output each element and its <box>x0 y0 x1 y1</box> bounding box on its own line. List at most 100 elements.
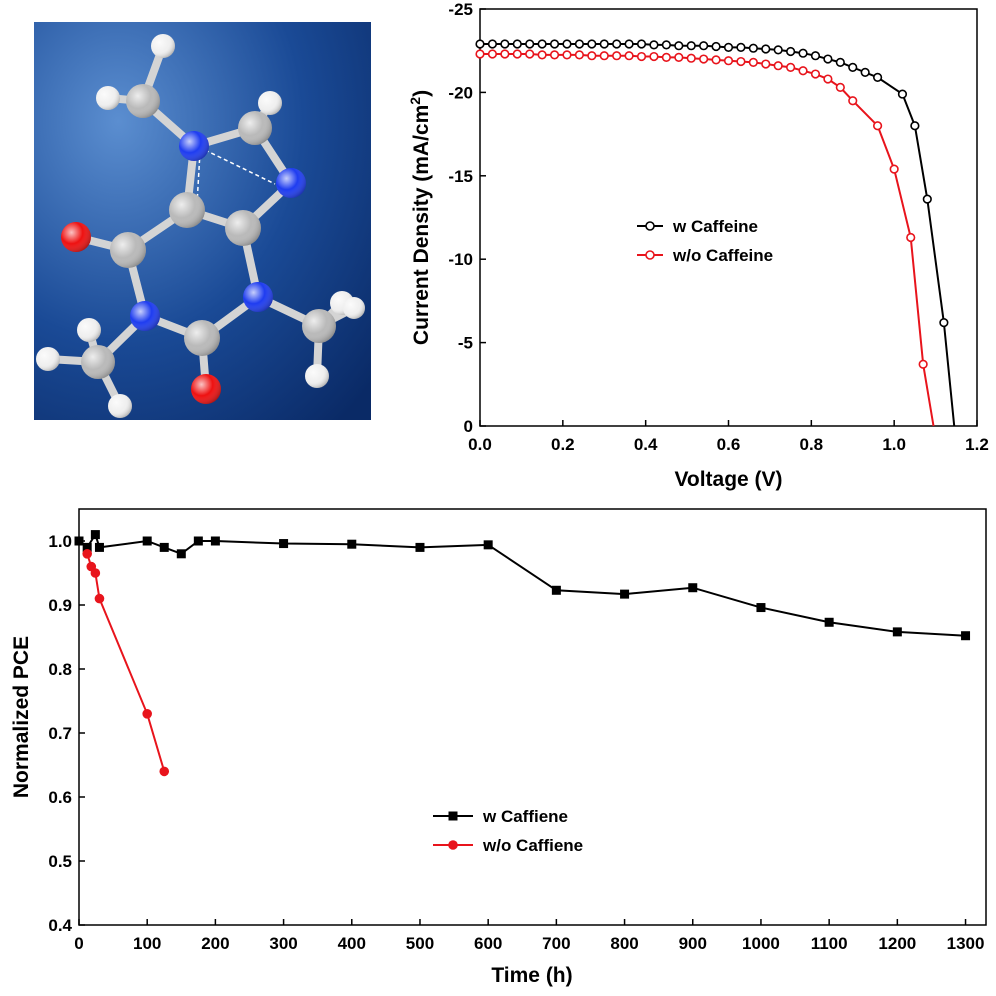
data-point <box>82 542 92 552</box>
data-point <box>674 41 684 51</box>
x-tick-label: 0.0 <box>468 435 492 454</box>
data-point <box>94 542 104 552</box>
data-point <box>773 61 783 71</box>
series-without <box>82 549 170 777</box>
data-point <box>599 39 609 49</box>
atom-hydrogen <box>258 91 282 115</box>
y-tick-label: -25 <box>448 0 473 19</box>
data-point <box>674 52 684 62</box>
aromatic-bond <box>204 149 276 185</box>
data-point <box>562 39 572 49</box>
data-point <box>686 53 696 63</box>
x-tick-label: 100 <box>133 934 161 953</box>
data-point <box>210 536 220 546</box>
data-point <box>74 536 84 546</box>
data-point <box>142 709 152 719</box>
y-tick-label: 0.9 <box>48 596 72 615</box>
jv-y-axis-ticks: -25 -20 -15 -10 -5 0 <box>448 0 486 436</box>
stability-x-axis-title: Time (h) <box>491 964 572 987</box>
jv-x-axis-ticks: 0.0 0.2 0.4 0.6 0.8 1.0 1.2 <box>468 420 989 454</box>
y-tick-label: 0.6 <box>48 788 72 807</box>
legend-label: w Caffiene <box>482 807 568 826</box>
data-point <box>723 56 734 66</box>
atom-carbon <box>110 232 146 268</box>
data-point <box>90 530 100 540</box>
x-tick-label: 600 <box>474 934 502 953</box>
x-tick-label: 0.8 <box>800 435 824 454</box>
atom-carbon <box>225 210 261 246</box>
y-tick-label: -10 <box>448 250 473 269</box>
data-point <box>475 49 485 59</box>
stability-plot-frame <box>78 508 987 926</box>
data-point <box>661 52 671 62</box>
atom-nitrogen <box>130 301 160 331</box>
legend-entry: w/o Caffiene <box>433 836 583 855</box>
data-point <box>525 49 535 59</box>
legend-marker <box>448 840 458 850</box>
legend-entry: w Caffiene <box>433 807 568 826</box>
atom-hydrogen <box>96 86 120 110</box>
atom-nitrogen <box>179 131 209 161</box>
data-point <box>823 54 833 64</box>
data-point <box>922 194 932 204</box>
data-point <box>786 62 796 72</box>
x-tick-label: 200 <box>201 934 229 953</box>
atom-carbon <box>169 192 205 228</box>
atom-hydrogen <box>305 364 329 388</box>
atom-hydrogen <box>343 297 365 319</box>
legend-marker <box>448 811 458 821</box>
legend-label: w Caffeine <box>672 217 758 236</box>
atom-oxygen <box>61 222 91 252</box>
data-point <box>487 49 498 59</box>
data-point <box>872 72 883 82</box>
jv-curve-chart: 0.0 0.2 0.4 0.6 0.8 1.0 1.2 -25 -20 -15 -10 -5 0 Vo… <box>407 0 989 491</box>
data-point <box>848 96 858 106</box>
atom-hydrogen <box>151 34 175 58</box>
data-point <box>587 51 597 61</box>
data-point <box>711 55 721 65</box>
stability-x-axis-ticks: 0 100 200 300 400 500 600 700 800 900 1000 1100 1200… <box>74 919 984 953</box>
data-point <box>961 631 971 641</box>
data-point <box>512 49 522 59</box>
x-tick-label: 1200 <box>878 934 916 953</box>
data-point <box>906 232 916 243</box>
data-point <box>612 51 622 61</box>
series-with <box>74 530 971 641</box>
stability-series <box>74 530 971 777</box>
series-line <box>78 532 966 637</box>
x-tick-label: 1.0 <box>882 435 906 454</box>
x-tick-label: 1100 <box>811 934 848 953</box>
atom-oxygen <box>191 374 221 404</box>
data-point <box>824 617 834 627</box>
jv-x-axis-title: Voltage (V) <box>674 468 782 491</box>
legend-entry: w Caffeine <box>637 217 758 236</box>
data-point <box>512 39 522 49</box>
jv-y-axis-title: Current Density (mA/cm2) <box>407 90 433 345</box>
x-tick-label: 500 <box>406 934 434 953</box>
data-point <box>699 41 709 51</box>
y-tick-label: 0 <box>464 417 473 436</box>
atom-nitrogen <box>243 282 273 312</box>
y-tick-label: 0.7 <box>48 724 72 743</box>
data-point <box>142 536 152 546</box>
data-point <box>686 41 696 51</box>
data-point <box>549 50 560 60</box>
data-point <box>736 56 746 67</box>
data-point <box>761 44 771 54</box>
data-point <box>835 82 845 92</box>
data-point <box>193 536 203 546</box>
data-point <box>773 45 783 55</box>
data-point <box>711 41 721 52</box>
data-point <box>661 40 671 50</box>
data-point <box>786 46 796 57</box>
series-line <box>86 553 166 772</box>
data-point <box>736 42 746 52</box>
y-tick-label: -20 <box>448 83 473 102</box>
y-tick-label: 1.0 <box>48 532 72 551</box>
data-point <box>587 39 597 49</box>
data-point <box>823 74 833 84</box>
data-point <box>889 164 899 174</box>
data-point <box>574 50 585 60</box>
atom-carbon <box>126 84 160 118</box>
